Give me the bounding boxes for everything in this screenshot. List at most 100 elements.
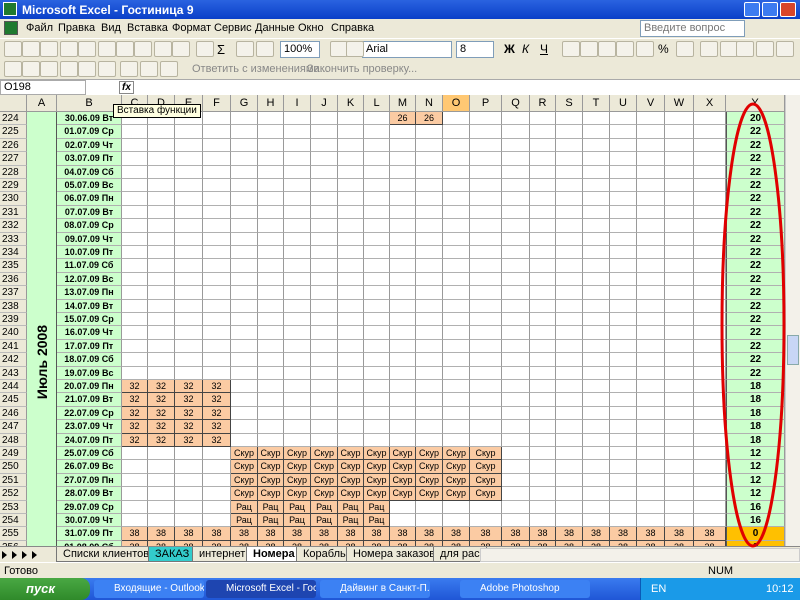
cell[interactable] [148,179,175,193]
cell[interactable] [364,433,390,447]
toolbar-button[interactable] [154,41,172,57]
cell[interactable] [203,460,231,474]
cell[interactable] [530,192,556,206]
cell[interactable] [311,366,338,380]
cell[interactable] [443,500,470,514]
cell[interactable] [502,500,530,514]
cell[interactable] [694,353,726,367]
column-header[interactable]: A [27,95,57,112]
total-cell[interactable]: 22 [726,259,785,273]
cell[interactable] [470,514,502,528]
cell[interactable] [470,366,502,380]
date-cell[interactable]: 24.07.09 Пт [57,433,122,447]
cell[interactable] [284,259,311,273]
cell[interactable] [148,192,175,206]
cell[interactable] [694,326,726,340]
cell[interactable] [284,246,311,260]
cell[interactable] [583,473,610,488]
cell[interactable] [556,138,583,153]
cell[interactable] [637,433,665,447]
cell[interactable] [665,487,694,501]
toolbar-button[interactable] [60,61,78,77]
cell[interactable] [502,406,530,421]
cell[interactable] [530,473,556,488]
cell[interactable] [284,406,311,421]
cell[interactable] [694,152,726,166]
cell[interactable] [390,353,416,367]
date-cell[interactable]: 11.07.09 Сб [57,259,122,273]
row-header[interactable]: 228 [0,165,27,179]
cell[interactable] [390,259,416,273]
cell[interactable] [694,138,726,153]
cell[interactable] [665,112,694,126]
filled-cell[interactable]: 38 [311,527,338,541]
cell[interactable] [470,313,502,327]
cell[interactable] [470,326,502,340]
cell[interactable] [470,420,502,434]
cell[interactable] [390,393,416,407]
toolbar-button[interactable] [116,41,134,57]
cell[interactable] [284,420,311,434]
cell[interactable] [502,179,530,193]
cell[interactable] [694,473,726,488]
cell[interactable] [694,460,726,474]
cell[interactable] [231,406,258,421]
filled-cell[interactable]: Скур [258,447,284,461]
menu-item[interactable]: Формат [172,22,212,34]
cell[interactable] [284,313,311,327]
cell[interactable] [530,246,556,260]
cell[interactable] [583,232,610,246]
cell[interactable] [502,259,530,273]
cell[interactable] [665,514,694,528]
cell[interactable] [694,192,726,206]
row-header[interactable]: 252 [0,487,27,501]
scroll-thumb[interactable] [787,335,799,365]
cell[interactable] [175,232,203,246]
cell[interactable] [148,313,175,327]
cell[interactable] [231,138,258,153]
column-header[interactable]: K [338,95,364,112]
cell[interactable] [502,353,530,367]
cell[interactable] [390,380,416,394]
filled-cell[interactable]: 32 [122,433,148,447]
cell[interactable] [338,272,364,287]
menu-item[interactable]: Сервис [214,22,252,34]
cell[interactable] [284,286,311,300]
cell[interactable] [416,406,443,421]
row-header[interactable]: 239 [0,313,27,327]
cell[interactable] [390,232,416,246]
toolbar-button[interactable] [562,41,580,57]
date-cell[interactable]: 30.07.09 Чт [57,514,122,528]
cell[interactable] [258,112,284,126]
cell[interactable] [502,299,530,313]
font-box[interactable]: Arial [362,41,452,58]
cell[interactable] [694,125,726,139]
cell[interactable] [694,165,726,179]
cell[interactable] [364,192,390,206]
cell[interactable] [665,165,694,179]
cell[interactable] [231,246,258,260]
cell[interactable] [470,272,502,287]
cell[interactable] [610,179,637,193]
cell[interactable] [258,272,284,287]
size-box[interactable]: 8 [456,41,494,58]
cell[interactable] [556,326,583,340]
cell[interactable] [203,165,231,179]
cell[interactable] [258,366,284,380]
cell[interactable] [665,326,694,340]
cell[interactable] [416,246,443,260]
filled-cell[interactable]: Скур [231,473,258,488]
filled-cell[interactable]: 38 [502,540,530,546]
toolbar-button[interactable] [580,41,598,57]
column-header[interactable]: N [416,95,443,112]
cell[interactable] [530,353,556,367]
cell[interactable] [311,353,338,367]
cell[interactable] [530,219,556,233]
cell[interactable] [610,125,637,139]
row-header[interactable]: 238 [0,299,27,313]
row-header[interactable]: 234 [0,246,27,260]
total-cell[interactable]: 22 [726,152,785,166]
filled-cell[interactable]: 32 [122,393,148,407]
cell[interactable] [148,500,175,514]
cell[interactable] [284,125,311,139]
